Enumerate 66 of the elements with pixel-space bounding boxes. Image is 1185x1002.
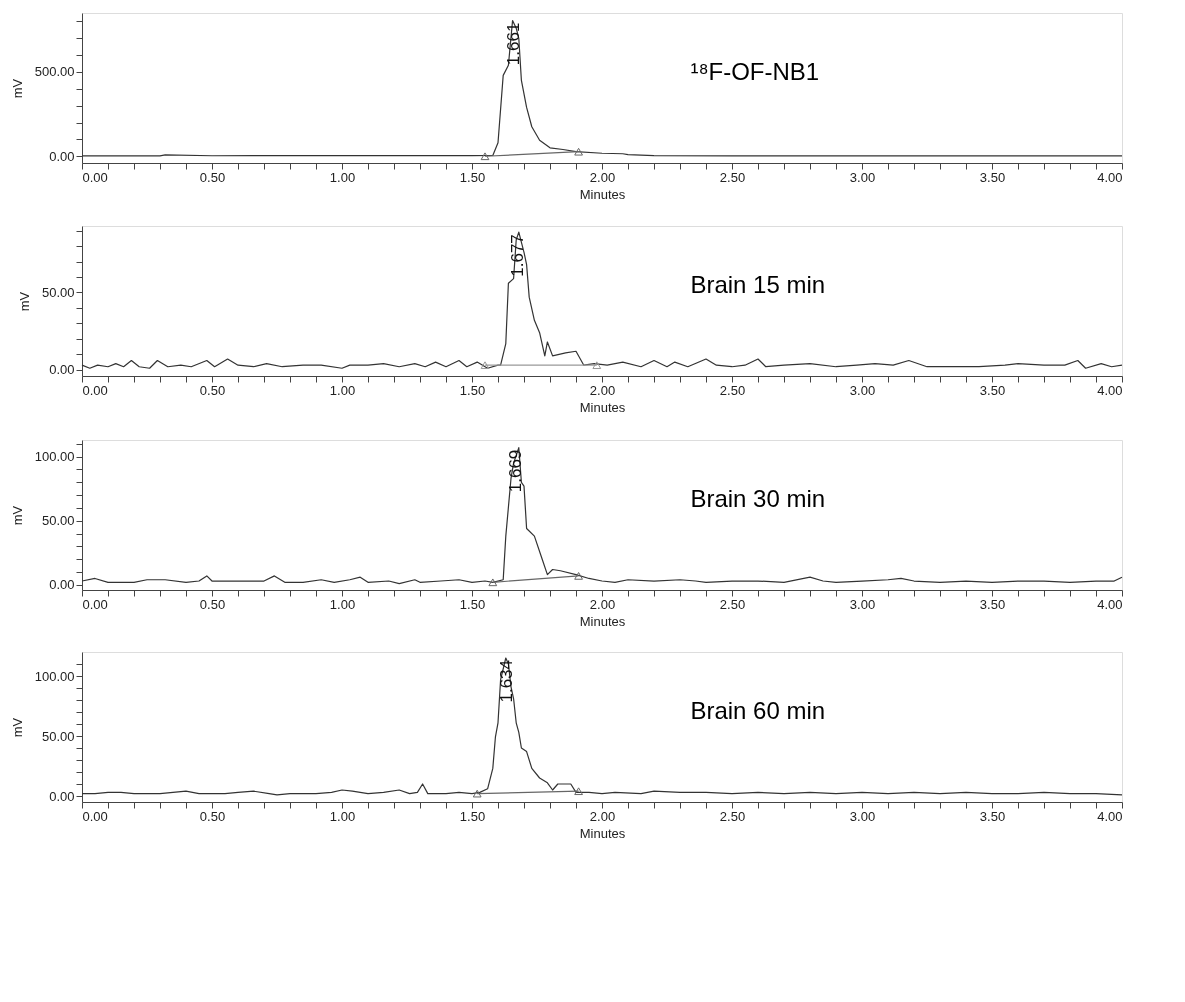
x-tick-label: 1.00 (329, 382, 356, 398)
x-tick-label: 3.00 (849, 382, 876, 398)
x-tick-label: 2.50 (719, 808, 746, 824)
x-tick-label: 2.00 (589, 169, 616, 185)
x-tick-label: 3.50 (979, 382, 1006, 398)
y-tick-label: 0.00 (49, 148, 75, 164)
x-axis-title: Minutes (579, 399, 626, 415)
x-tick-label: 1.50 (459, 382, 486, 398)
x-tick-label: 0.50 (199, 169, 226, 185)
x-tick-label: 1.50 (459, 808, 486, 824)
y-tick-label: 50.00 (41, 513, 75, 529)
x-tick-label: 1.00 (329, 169, 356, 185)
annotation: 1.669 (505, 449, 525, 493)
x-tick-label: 3.50 (979, 169, 1006, 185)
x-tick-label: 0.00 (82, 596, 108, 612)
x-tick-label: 2.00 (589, 808, 616, 824)
x-tick-label: 4.00 (1097, 382, 1123, 398)
annotation: 1.677 (508, 234, 528, 277)
x-tick-label: 3.50 (979, 808, 1006, 824)
line-series (81, 447, 1123, 585)
x-tick-label: 0.50 (199, 808, 226, 824)
y-tick-label: 0.00 (49, 362, 75, 378)
x-tick-label: 0.00 (82, 169, 108, 185)
line-series (81, 19, 1123, 157)
x-tick-label: 0.00 (82, 808, 108, 824)
x-tick-label: 2.50 (719, 596, 746, 612)
x-tick-label: 2.00 (589, 382, 616, 398)
y-axis-title: mV (9, 505, 25, 526)
x-tick-label: 1.50 (459, 596, 486, 612)
x-tick-label: 2.00 (589, 596, 616, 612)
y-tick-label: 100.00 (34, 449, 75, 465)
x-axis-title: Minutes (579, 613, 626, 629)
x-axis-title: Minutes (579, 825, 626, 841)
y-tick-label: 100.00 (34, 668, 75, 684)
y-tick-label: 50.00 (41, 284, 75, 300)
x-tick-label: 3.00 (849, 596, 876, 612)
x-axis-title: Minutes (579, 186, 626, 202)
x-tick-label: 3.50 (979, 596, 1006, 612)
x-tick-label: 4.00 (1097, 808, 1123, 824)
x-tick-label: 1.50 (459, 169, 486, 185)
x-tick-label: 0.50 (199, 382, 226, 398)
y-axis-title: mV (9, 78, 25, 99)
y-tick-label: 50.00 (41, 728, 75, 744)
x-tick-label: 3.00 (849, 169, 876, 185)
annotation: 1.634 (496, 660, 516, 703)
text: Brain 30 min (690, 485, 826, 512)
x-tick-label: 2.50 (719, 382, 746, 398)
line-series (81, 657, 1123, 796)
x-tick-label: 1.00 (329, 808, 356, 824)
text: ¹⁸F-OF-NB1 (690, 58, 820, 85)
x-tick-label: 4.00 (1097, 169, 1123, 185)
line-series (81, 231, 1123, 369)
x-tick-label: 0.50 (199, 596, 226, 612)
x-tick-label: 4.00 (1097, 596, 1123, 612)
y-tick-label: 0.00 (49, 577, 75, 593)
x-tick-label: 3.00 (849, 808, 876, 824)
annotation: 1.661 (503, 22, 523, 66)
y-tick-label: 0.00 (49, 788, 75, 804)
y-axis-title: mV (9, 717, 25, 738)
y-tick-label: 500.00 (34, 64, 75, 80)
x-tick-label: 1.00 (329, 596, 356, 612)
x-tick-label: 2.50 (719, 169, 746, 185)
y-axis-title: mV (16, 291, 32, 312)
text: Brain 60 min (690, 697, 826, 724)
text: Brain 15 min (690, 271, 826, 298)
x-tick-label: 0.00 (82, 382, 108, 398)
